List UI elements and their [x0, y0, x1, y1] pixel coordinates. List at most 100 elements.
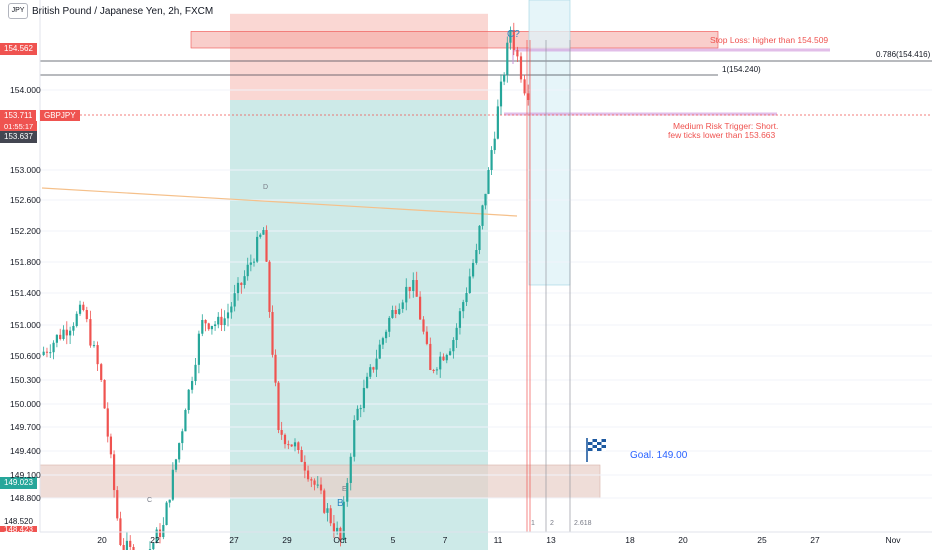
candle [398, 308, 401, 314]
candle [297, 442, 300, 450]
candle [246, 264, 249, 277]
x-tick-label: 27 [229, 535, 239, 545]
candle [252, 261, 256, 263]
x-tick-label: Nov [885, 535, 901, 545]
candle [332, 523, 336, 533]
candle [388, 317, 391, 332]
candle [152, 543, 155, 550]
candle [240, 282, 243, 285]
candle [85, 310, 88, 320]
candle [280, 430, 283, 435]
candle [158, 529, 162, 538]
y-tick-label: 151.800 [10, 257, 41, 267]
candle [362, 387, 366, 409]
candle [230, 306, 233, 313]
candle [59, 334, 62, 339]
candle [268, 261, 271, 312]
candle [356, 408, 359, 420]
candle [89, 319, 92, 346]
price-tag-top: 154.562 [0, 43, 37, 55]
candle [381, 338, 385, 345]
wave-c-small-label: C [147, 497, 153, 504]
chart-title: British Pound / Japanese Yen, 2h, FXCM [32, 6, 214, 17]
candle [300, 450, 303, 462]
x-tick-label: 25 [757, 535, 767, 545]
fib-0786-label: 0.786(154.416) [876, 50, 931, 59]
candle [527, 93, 530, 100]
candle [359, 408, 362, 410]
candle [178, 443, 181, 460]
candle [207, 323, 210, 330]
x-tick-label: 5 [390, 535, 396, 545]
candle [129, 540, 132, 547]
candle [69, 330, 72, 336]
candle [429, 343, 432, 370]
candle [106, 408, 109, 437]
candle [394, 310, 397, 314]
candle [369, 367, 372, 377]
y-tick-label: 150.600 [10, 351, 41, 361]
candle [401, 302, 404, 309]
candle [506, 42, 509, 75]
candle [342, 501, 345, 540]
candle [303, 461, 306, 471]
projection-zone [528, 0, 571, 286]
countdown-tag: 01:55:17 [0, 121, 38, 133]
candle [233, 293, 236, 307]
currency-icon[interactable]: JPY [8, 3, 28, 19]
candle [422, 319, 425, 332]
candle [262, 230, 265, 235]
wave-d-label: D [263, 184, 269, 191]
fib-time-1-label: 1 [531, 520, 535, 527]
candle [125, 540, 129, 550]
candlestick-series [42, 22, 530, 550]
candle [419, 296, 422, 320]
y-tick-label: 149.400 [10, 446, 41, 456]
price-tag-cut: 148.423 [0, 526, 37, 532]
candle [236, 282, 240, 294]
candle [259, 234, 262, 237]
fib-time-2618-label: 2.618 [574, 520, 592, 527]
candle [220, 316, 223, 325]
candle [349, 456, 352, 483]
candle [55, 334, 58, 343]
candle [481, 205, 484, 226]
candle [168, 499, 171, 503]
candle [439, 356, 442, 370]
candle [191, 381, 194, 390]
candle [197, 333, 200, 365]
candle [62, 329, 65, 339]
candle [323, 490, 326, 513]
y-tick-label: 151.400 [10, 288, 41, 298]
candle [243, 276, 246, 285]
candle [375, 358, 378, 370]
candle [226, 312, 230, 319]
wave-e-label: E [342, 486, 347, 493]
candle [65, 329, 68, 336]
candle [109, 436, 113, 455]
y-tick-label: 153.000 [10, 165, 41, 175]
candle [384, 331, 388, 339]
price-tag-prev: 153.637 [0, 131, 37, 143]
candle [468, 276, 471, 293]
x-tick-label: 20 [97, 535, 107, 545]
y-tick-label: 152.200 [10, 226, 41, 236]
candle [181, 431, 184, 444]
x-tick-label: 22 [150, 535, 160, 545]
y-tick-label: 148.800 [10, 493, 41, 503]
candle [274, 354, 277, 383]
candle [425, 331, 428, 344]
candle [171, 469, 174, 500]
axes [39, 0, 932, 533]
candle [277, 382, 280, 430]
candle [339, 527, 342, 540]
candle [405, 286, 408, 303]
candle [52, 342, 55, 353]
candle [455, 327, 458, 340]
trendline [41, 187, 518, 217]
candle [415, 280, 418, 297]
goal-label: Goal. 149.00 [630, 450, 688, 461]
x-tick-label: 13 [546, 535, 556, 545]
candle [432, 370, 435, 371]
